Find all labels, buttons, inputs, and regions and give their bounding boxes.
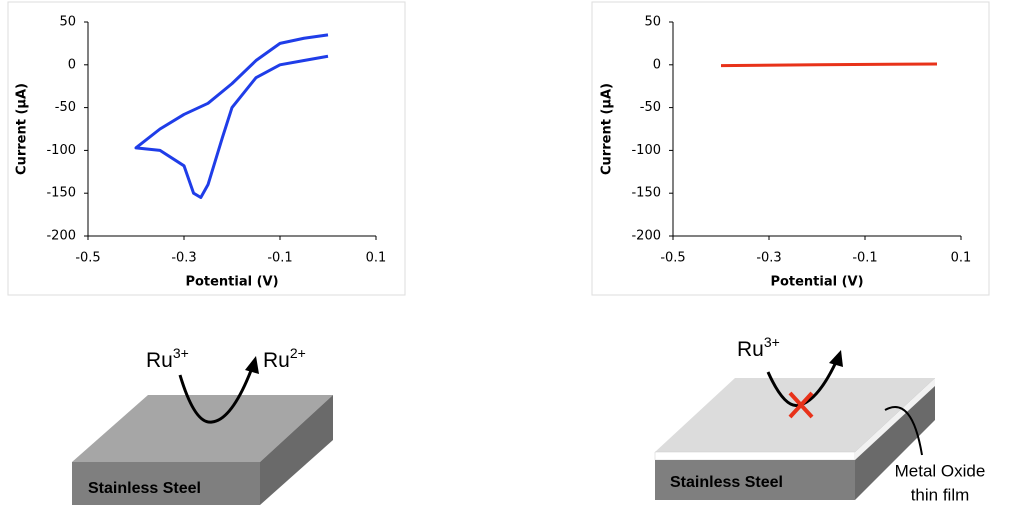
y-tick-label: -200 bbox=[631, 229, 661, 244]
species-symbol: Ru bbox=[737, 338, 764, 361]
y-tick-label: -50 bbox=[640, 100, 661, 115]
species: Ru2+ bbox=[263, 345, 306, 372]
y-tick-label: 0 bbox=[653, 57, 661, 72]
y-tick-label: -150 bbox=[631, 186, 661, 201]
species: Ru3+ bbox=[737, 334, 780, 361]
data-line bbox=[721, 64, 937, 66]
x-tick-label: -0.1 bbox=[852, 251, 877, 266]
arrow-head bbox=[245, 356, 259, 374]
y-tick-label: -100 bbox=[631, 143, 661, 158]
x-axis-title: Potential (V) bbox=[770, 275, 863, 290]
species-symbol: Ru bbox=[263, 349, 290, 372]
substrate-label: Stainless Steel bbox=[88, 480, 201, 497]
substrate-label: Stainless Steel bbox=[670, 474, 783, 491]
y-tick-label: 50 bbox=[644, 15, 661, 30]
y-tick-label: -100 bbox=[46, 143, 76, 158]
species-charge: 3+ bbox=[764, 334, 780, 350]
y-tick-label: 0 bbox=[68, 57, 76, 72]
y-tick-label: 50 bbox=[59, 15, 76, 30]
y-axis-title: Current (µA) bbox=[600, 83, 615, 175]
x-axis-title: Potential (V) bbox=[185, 275, 278, 290]
species: Ru3+ bbox=[146, 345, 189, 372]
x-tick-label: -0.5 bbox=[75, 251, 100, 266]
figure: Stainless Steel Ru3+ Ru2+ Stainless Stee… bbox=[0, 0, 1018, 510]
species-symbol: Ru bbox=[146, 349, 173, 372]
y-tick-label: -150 bbox=[46, 186, 76, 201]
arrow-head bbox=[829, 350, 843, 367]
x-tick-label: -0.1 bbox=[267, 251, 292, 266]
film-label: Metal Oxide bbox=[895, 461, 986, 480]
data-line bbox=[136, 35, 328, 198]
y-tick-label: -200 bbox=[46, 229, 76, 244]
x-tick-label: -0.5 bbox=[660, 251, 685, 266]
species-charge: 3+ bbox=[173, 345, 189, 361]
x-tick-label: -0.3 bbox=[756, 251, 781, 266]
x-tick-label: 0.1 bbox=[366, 251, 387, 266]
film-label: thin film bbox=[911, 485, 970, 504]
film-edge bbox=[655, 452, 855, 460]
x-tick-label: -0.3 bbox=[171, 251, 196, 266]
y-tick-label: -50 bbox=[55, 100, 76, 115]
y-axis-title: Current (µA) bbox=[15, 83, 30, 175]
species-charge: 2+ bbox=[290, 345, 306, 361]
x-tick-label: 0.1 bbox=[951, 251, 972, 266]
